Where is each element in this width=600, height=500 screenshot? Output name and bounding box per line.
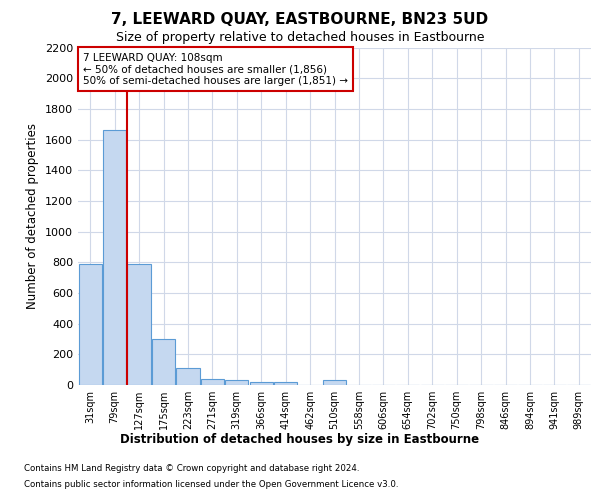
Text: 7, LEEWARD QUAY, EASTBOURNE, BN23 5UD: 7, LEEWARD QUAY, EASTBOURNE, BN23 5UD: [112, 12, 488, 28]
Bar: [225, 380, 248, 385]
Y-axis label: Number of detached properties: Number of detached properties: [26, 123, 40, 309]
Bar: [152, 339, 175, 385]
Text: Distribution of detached houses by size in Eastbourne: Distribution of detached houses by size …: [121, 432, 479, 446]
Bar: [103, 130, 126, 385]
Text: Contains HM Land Registry data © Crown copyright and database right 2024.: Contains HM Land Registry data © Crown c…: [24, 464, 359, 473]
Bar: [127, 264, 151, 385]
Text: Contains public sector information licensed under the Open Government Licence v3: Contains public sector information licen…: [24, 480, 398, 489]
Bar: [201, 379, 224, 385]
Text: Size of property relative to detached houses in Eastbourne: Size of property relative to detached ho…: [116, 31, 484, 44]
Text: 7 LEEWARD QUAY: 108sqm
← 50% of detached houses are smaller (1,856)
50% of semi-: 7 LEEWARD QUAY: 108sqm ← 50% of detached…: [83, 52, 348, 86]
Bar: [79, 264, 102, 385]
Bar: [176, 368, 200, 385]
Bar: [274, 382, 297, 385]
Bar: [250, 382, 273, 385]
Bar: [323, 380, 346, 385]
